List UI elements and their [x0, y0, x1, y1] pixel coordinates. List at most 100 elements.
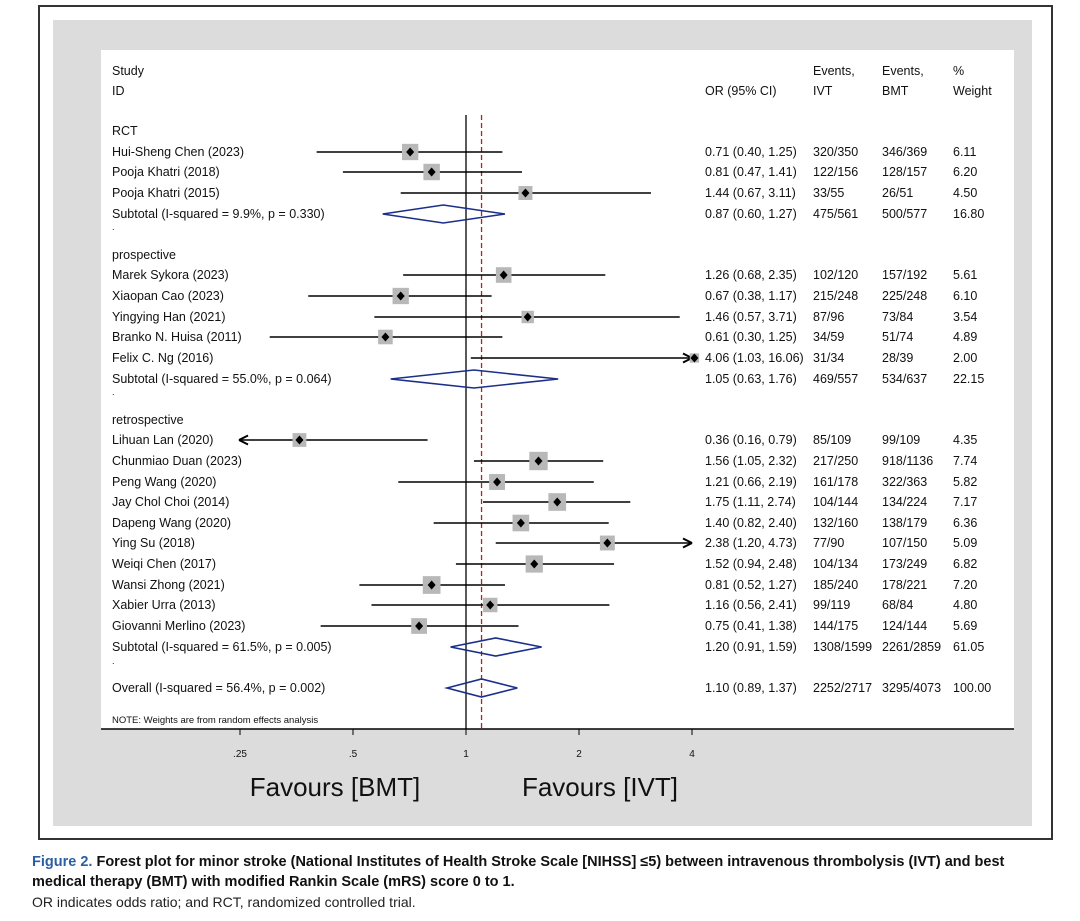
overall-label: Overall (I-squared = 56.4%, p = 0.002)	[112, 681, 325, 695]
bmt-events: 134/224	[882, 495, 927, 509]
ci-arrow-head	[682, 537, 693, 549]
ivt-events: 475/561	[813, 207, 858, 221]
point-estimate	[516, 518, 525, 528]
study-label: Yingying Han (2021)	[112, 310, 226, 324]
spacer-dot: .	[112, 222, 115, 232]
bmt-events: 157/192	[882, 268, 927, 282]
point-estimate	[427, 580, 436, 590]
ivt-events: 99/119	[813, 598, 850, 612]
or-ci-text: 0.75 (0.41, 1.38)	[705, 619, 797, 633]
study-label: Dapeng Wang (2020)	[112, 516, 231, 530]
study-label: Chunmiao Duan (2023)	[112, 454, 242, 468]
or-ci-text: 0.67 (0.38, 1.17)	[705, 289, 797, 303]
subtotal-label: Subtotal (I-squared = 61.5%, p = 0.005)	[112, 640, 332, 654]
point-estimate	[415, 621, 424, 631]
weight-value: 4.89	[953, 330, 977, 344]
weight-value: 6.36	[953, 516, 977, 530]
study-label: Peng Wang (2020)	[112, 475, 216, 489]
header-weight-line2: Weight	[953, 84, 992, 98]
spacer-dot: .	[112, 387, 115, 397]
or-ci-text: 1.21 (0.66, 2.19)	[705, 475, 797, 489]
or-ci-text: 1.46 (0.57, 3.71)	[705, 310, 797, 324]
figure-caption: Figure 2. Forest plot for minor stroke (…	[32, 852, 1062, 913]
x-tick-label: .25	[233, 749, 247, 760]
group-label: retrospective	[112, 413, 184, 427]
point-estimate	[295, 435, 304, 445]
or-ci-text: 1.20 (0.91, 1.59)	[705, 640, 797, 654]
or-ci-text: 0.71 (0.40, 1.25)	[705, 145, 797, 159]
weights-note: NOTE: Weights are from random effects an…	[112, 715, 318, 726]
or-ci-text: 0.81 (0.47, 1.41)	[705, 165, 797, 179]
bmt-events: 534/637	[882, 372, 927, 386]
ivt-events: 1308/1599	[813, 640, 872, 654]
weight-value: 16.80	[953, 207, 984, 221]
or-ci-text: 1.10 (0.89, 1.37)	[705, 681, 797, 695]
or-ci-text: 1.75 (1.11, 2.74)	[705, 495, 796, 509]
ivt-events: 31/34	[813, 351, 844, 365]
header-bmt-line1: Events,	[882, 64, 924, 78]
or-ci-text: 1.26 (0.68, 2.35)	[705, 268, 797, 282]
x-tick-label: 1	[463, 749, 469, 760]
or-ci-text: 1.52 (0.94, 2.48)	[705, 557, 797, 571]
header-bmt-line2: BMT	[882, 84, 909, 98]
or-ci-text: 2.38 (1.20, 4.73)	[705, 536, 797, 550]
bmt-events: 107/150	[882, 536, 927, 550]
ivt-events: 104/134	[813, 557, 858, 571]
bmt-events: 3295/4073	[882, 681, 941, 695]
study-label: Pooja Khatri (2018)	[112, 165, 220, 179]
weight-value: 4.50	[953, 186, 977, 200]
ivt-events: 87/96	[813, 310, 844, 324]
overall-diamond	[443, 678, 518, 698]
bmt-events: 138/179	[882, 516, 927, 530]
or-ci-text: 0.36 (0.16, 0.79)	[705, 433, 797, 447]
study-label: Lihuan Lan (2020)	[112, 433, 213, 447]
bmt-events: 28/39	[882, 351, 913, 365]
study-label: Pooja Khatri (2015)	[112, 186, 220, 200]
study-label: Xabier Urra (2013)	[112, 598, 216, 612]
weight-value: 61.05	[953, 640, 984, 654]
weight-value: 6.82	[953, 557, 977, 571]
or-ci-text: 1.44 (0.67, 3.11)	[705, 186, 796, 200]
ivt-events: 144/175	[813, 619, 858, 633]
header-or-line2: OR (95% CI)	[705, 84, 777, 98]
figure-note: OR indicates odds ratio; and RCT, random…	[32, 894, 416, 910]
plot-area	[101, 50, 1014, 729]
ivt-events: 161/178	[813, 475, 858, 489]
subtotal-diamond	[390, 369, 559, 389]
subtotal-diamond	[450, 637, 542, 657]
or-ci-text: 4.06 (1.03, 16.06)	[705, 351, 804, 365]
weight-value: 22.15	[953, 372, 984, 386]
point-estimate	[486, 600, 495, 610]
point-estimate	[530, 559, 539, 569]
or-ci-text: 0.61 (0.30, 1.25)	[705, 330, 797, 344]
bmt-events: 128/157	[882, 165, 927, 179]
study-label: Wansi Zhong (2021)	[112, 578, 225, 592]
bmt-events: 26/51	[882, 186, 913, 200]
or-ci-text: 0.87 (0.60, 1.27)	[705, 207, 797, 221]
point-estimate	[534, 456, 543, 466]
or-ci-text: 1.05 (0.63, 1.76)	[705, 372, 797, 386]
weight-value: 5.69	[953, 619, 977, 633]
group-label: RCT	[112, 124, 138, 138]
ivt-events: 104/144	[813, 495, 858, 509]
or-ci-text: 1.16 (0.56, 2.41)	[705, 598, 797, 612]
ivt-events: 34/59	[813, 330, 844, 344]
weight-value: 6.10	[953, 289, 977, 303]
ivt-events: 102/120	[813, 268, 858, 282]
bmt-events: 73/84	[882, 310, 913, 324]
point-estimate	[499, 270, 508, 280]
point-estimate	[381, 332, 390, 342]
study-label: Jay Chol Choi (2014)	[112, 495, 229, 509]
study-label: Weiqi Chen (2017)	[112, 557, 216, 571]
header-ivt-line1: Events,	[813, 64, 855, 78]
weight-value: 3.54	[953, 310, 977, 324]
ivt-events: 185/240	[813, 578, 858, 592]
ivt-events: 122/156	[813, 165, 858, 179]
study-label: Hui-Sheng Chen (2023)	[112, 145, 244, 159]
weight-value: 6.20	[953, 165, 977, 179]
ivt-events: 77/90	[813, 536, 844, 550]
ivt-events: 132/160	[813, 516, 858, 530]
weight-value: 7.17	[953, 495, 977, 509]
figure-title: Forest plot for minor stroke (National I…	[32, 854, 1005, 890]
x-tick-label: 4	[689, 749, 695, 760]
